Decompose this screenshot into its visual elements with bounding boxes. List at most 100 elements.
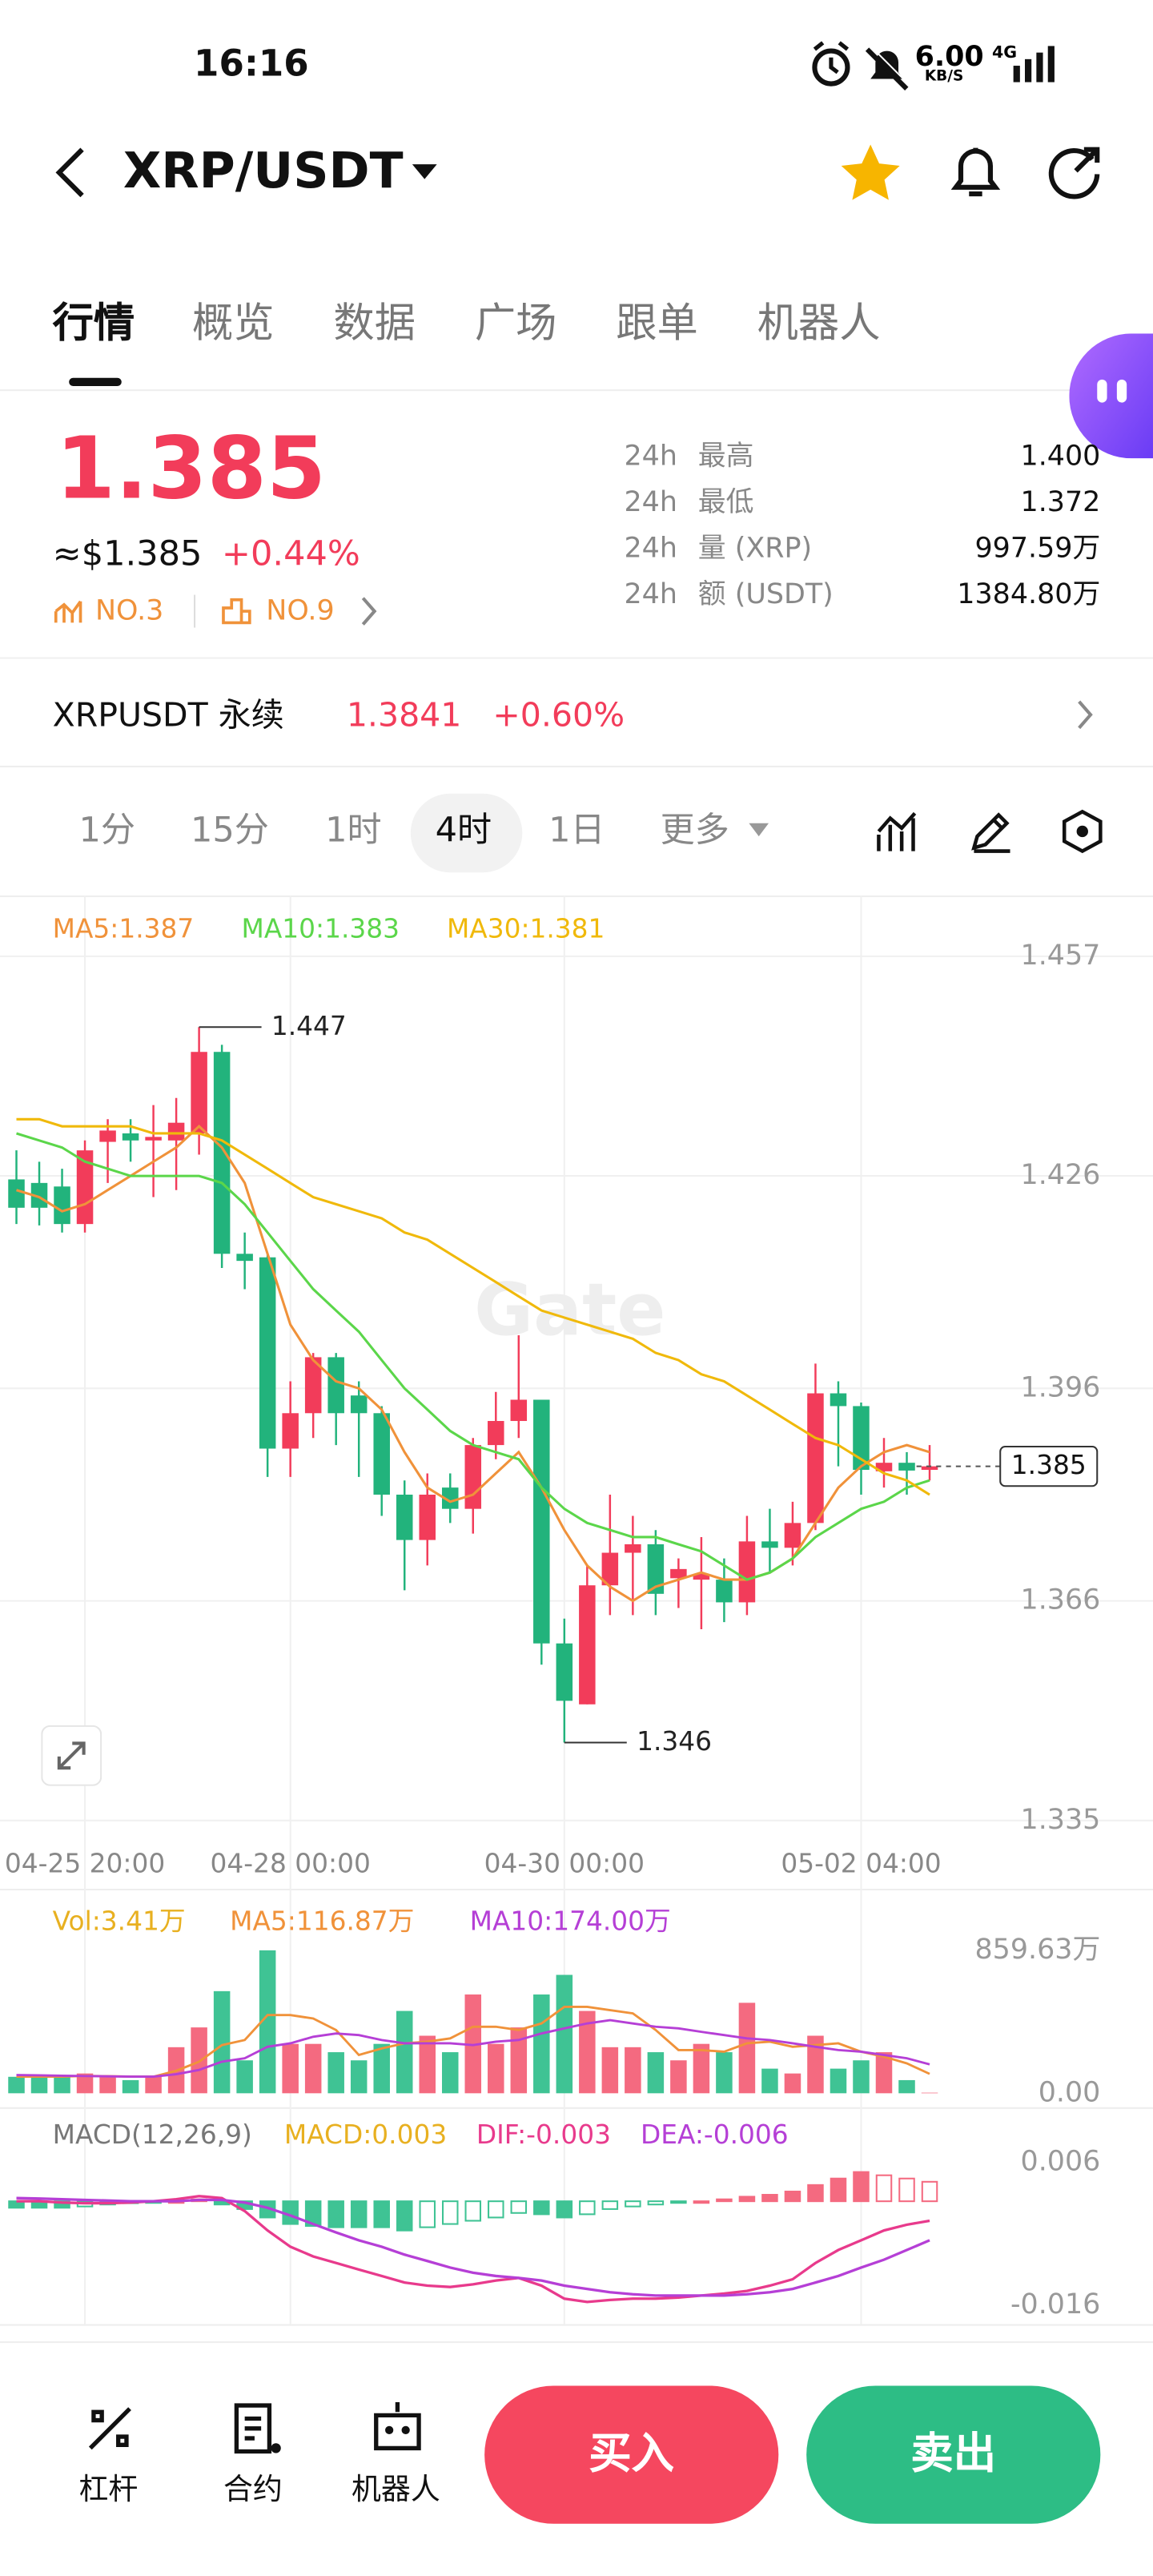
tool-label[interactable]: 合约 [223, 2473, 283, 2508]
tab[interactable]: 行情 [52, 299, 135, 347]
share-button[interactable] [1047, 143, 1106, 202]
candle-body [282, 1413, 299, 1449]
stat-value: 1.372 [1020, 486, 1101, 520]
x-tick-label: 04-28 00:00 [210, 1849, 370, 1879]
net-speed: 6.00 [914, 41, 984, 74]
candle-body [830, 1393, 847, 1407]
rank-label[interactable]: NO.3 [94, 594, 164, 628]
candle-body [350, 1395, 368, 1414]
interval-tab[interactable]: 1日 [548, 810, 605, 850]
candle-body [784, 1523, 801, 1548]
tab[interactable]: 概览 [191, 299, 275, 347]
watermark: Gate [474, 1268, 665, 1352]
volume-bar [8, 2076, 25, 2094]
stat-label: 额 (USDT) [697, 578, 834, 612]
candle-body [556, 1643, 573, 1701]
y-tick-label: 859.63万 [975, 1934, 1101, 1966]
tab[interactable]: 广场 [474, 299, 557, 347]
macd-bar [807, 2184, 824, 2203]
draw-icon[interactable] [967, 808, 1013, 854]
macd-bar [784, 2190, 801, 2203]
rank-label[interactable]: NO.9 [266, 594, 335, 628]
volume-bar [350, 2060, 368, 2094]
volume-bar [761, 2068, 778, 2094]
back-button[interactable] [50, 145, 92, 201]
interval-tab[interactable]: 1分 [78, 810, 135, 850]
volume-bar [76, 2073, 94, 2094]
perp-change: +0.60% [492, 694, 625, 735]
signal-type: 4G [991, 44, 1018, 62]
y-tick-label: 1.457 [1021, 940, 1101, 972]
tool-label[interactable]: 杠杆 [78, 2473, 139, 2508]
assistant-bubble[interactable] [1069, 333, 1153, 459]
macd-bar [396, 2200, 413, 2232]
perp-name[interactable]: XRPUSDT 永续 [52, 694, 284, 735]
macd-bar [601, 2200, 619, 2210]
ma-line [16, 1117, 930, 1496]
volume-bar [304, 2043, 322, 2094]
candle-body [8, 1179, 25, 1208]
interval-tab[interactable]: 更多 [660, 810, 729, 850]
chevron[interactable] [1075, 698, 1098, 731]
x-tick-label: 04-25 20:00 [5, 1849, 165, 1879]
tab[interactable]: 跟单 [616, 299, 698, 347]
tool-label[interactable]: 机器人 [351, 2473, 440, 2508]
favorite-star[interactable] [838, 141, 903, 203]
ma-line [16, 1132, 930, 1581]
stat-value: 1384.80万 [957, 578, 1101, 612]
volume-bar [396, 2010, 413, 2094]
divider [0, 657, 1153, 659]
y-tick-label: 1.396 [1021, 1371, 1101, 1403]
interval-tab[interactable]: 1时 [325, 810, 382, 850]
candle-body [327, 1357, 344, 1414]
legend-entry: Vol:3.41万 [53, 1906, 186, 1936]
macd-bar [373, 2200, 390, 2228]
divider [0, 765, 1153, 767]
settings-icon[interactable] [1059, 808, 1105, 854]
last-price-label: 1.385 [1011, 1450, 1087, 1480]
y-tick-label: 0.00 [1039, 2076, 1101, 2108]
grid [0, 895, 1153, 2325]
usd-price: ≈$1.385 [52, 533, 203, 574]
alert-bell[interactable] [946, 141, 1006, 203]
macd-bar [738, 2196, 756, 2203]
leverage-icon[interactable] [82, 2401, 139, 2457]
net-unit: KB/S [924, 69, 964, 86]
tab[interactable]: 机器人 [757, 299, 881, 347]
volume-bar [830, 2068, 847, 2094]
sell-button[interactable]: 卖出 [806, 2385, 1101, 2524]
candle-body [601, 1552, 619, 1586]
macd-bar [921, 2180, 938, 2203]
stat-period: 24h [624, 578, 677, 612]
macd-bar [419, 2200, 436, 2228]
candle-body [464, 1445, 482, 1509]
x-tick-label: 05-02 04:00 [781, 1849, 941, 1879]
contract-icon[interactable] [228, 2401, 284, 2457]
candle-body [898, 1463, 915, 1471]
interval-tab[interactable]: 4时 [435, 810, 492, 850]
candle-body [761, 1541, 778, 1548]
stat-period: 24h [624, 486, 677, 520]
candle-body [396, 1494, 413, 1540]
stat-value: 997.59万 [974, 532, 1101, 566]
legend-entry: DIF:-0.003 [476, 2119, 611, 2150]
volume-bar [875, 2052, 893, 2094]
pair-dropdown[interactable] [411, 161, 440, 184]
indicator-icon[interactable] [874, 808, 919, 854]
dropdown-caret[interactable] [747, 822, 770, 842]
y-tick-label: 1.366 [1021, 1584, 1101, 1616]
volume-bar [145, 2076, 162, 2094]
pair-title[interactable]: XRP/USDT [123, 143, 404, 201]
expand-button[interactable] [41, 1725, 102, 1786]
volume-bar [693, 2043, 710, 2094]
robot-icon[interactable] [370, 2399, 426, 2458]
chevron[interactable] [358, 595, 381, 628]
buy-button[interactable]: 买入 [484, 2385, 779, 2524]
candle-body [213, 1052, 231, 1254]
candle-body [441, 1487, 459, 1509]
tab[interactable]: 数据 [333, 299, 416, 347]
interval-tab[interactable]: 15分 [190, 810, 269, 850]
macd-bar [625, 2200, 641, 2208]
volume-bar [579, 2010, 596, 2094]
